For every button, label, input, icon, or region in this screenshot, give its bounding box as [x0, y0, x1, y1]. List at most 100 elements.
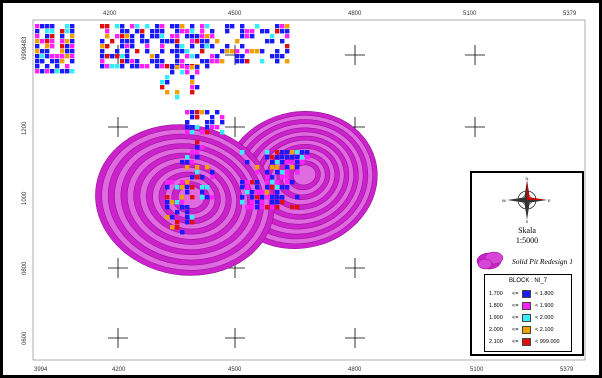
block-cell: [285, 155, 290, 160]
block-cell: [275, 49, 280, 54]
block-cell: [255, 165, 260, 170]
block-cell: [265, 185, 270, 190]
block-cell: [170, 65, 175, 70]
block-cell: [190, 150, 195, 155]
block-cell: [185, 70, 190, 75]
grid-cross: [108, 258, 128, 278]
grid-cross: [225, 328, 245, 348]
block-cell: [275, 59, 280, 64]
block-cell: [120, 24, 125, 29]
block-cell: [205, 24, 210, 29]
block-cell: [185, 29, 190, 34]
block-cell: [160, 64, 165, 69]
block-cell: [100, 49, 105, 54]
block-legend-swatch: [522, 326, 531, 334]
block-cell: [280, 150, 285, 155]
block-cell: [120, 54, 125, 59]
block-cell: [125, 54, 130, 59]
block-cell: [190, 125, 195, 130]
block-cell: [60, 29, 65, 34]
block-cell: [245, 29, 250, 34]
block-cell: [195, 125, 200, 130]
block-cell: [195, 175, 200, 180]
block-cell: [195, 85, 200, 90]
block-cell: [120, 34, 125, 39]
block-cell: [270, 195, 275, 200]
block-cell: [70, 69, 75, 74]
block-cell: [285, 180, 290, 185]
block-cell: [125, 34, 130, 39]
block-cell: [225, 29, 230, 34]
block-cell: [250, 200, 255, 205]
tick-top-4200: 4200: [103, 11, 117, 17]
solid-pit-redesign-1: [95, 111, 378, 276]
block-cell: [285, 170, 290, 175]
block-cell: [65, 24, 70, 29]
block-cell: [65, 64, 70, 69]
block-cell: [270, 155, 275, 160]
block-cell: [50, 54, 55, 59]
block-cell: [275, 29, 280, 34]
block-cell: [120, 59, 125, 64]
block-cell: [45, 39, 50, 44]
block-cell: [195, 170, 200, 175]
block-cell: [205, 125, 210, 130]
block-cell: [40, 49, 45, 54]
tick-bottom-3994: 3994: [34, 367, 48, 373]
block-cell: [35, 54, 40, 59]
block-cell: [165, 195, 170, 200]
block-cell: [250, 180, 255, 185]
block-cell: [295, 170, 300, 175]
block-cell: [170, 39, 175, 44]
block-cell: [210, 34, 215, 39]
block-cell: [35, 44, 40, 49]
block-cell: [205, 130, 210, 135]
block-cell: [185, 155, 190, 160]
block-cell: [120, 39, 125, 44]
block-cell: [140, 64, 145, 69]
block-cell: [180, 195, 185, 200]
block-cell: [60, 49, 65, 54]
block-cell: [50, 69, 55, 74]
block-cell: [210, 44, 215, 49]
block-cell: [145, 44, 150, 49]
block-cell: [270, 200, 275, 205]
bottom-axis: 3994 4200 4500 4800 5100 5379: [34, 367, 574, 373]
block-legend-low: 1.800: [489, 303, 503, 309]
block-cell: [200, 24, 205, 29]
block-cell: [60, 39, 65, 44]
block-cell: [190, 115, 195, 120]
block-cell: [290, 165, 295, 170]
block-cell: [190, 24, 195, 29]
grid-cross: [345, 45, 365, 65]
block-legend-low: 1.700: [489, 291, 503, 297]
compass-rose-icon: N S W E: [502, 177, 551, 223]
block-cell: [50, 44, 55, 49]
block-cell: [35, 59, 40, 64]
block-cell: [210, 175, 215, 180]
block-cell: [185, 65, 190, 70]
block-cell: [280, 29, 285, 34]
block-cell: [110, 39, 115, 44]
grid-cross: [108, 117, 128, 137]
block-cell: [180, 29, 185, 34]
block-cell: [285, 44, 290, 49]
svg-text:E: E: [548, 198, 551, 203]
block-cell: [255, 190, 260, 195]
block-cell: [210, 195, 215, 200]
block-cell: [70, 39, 75, 44]
block-cell: [125, 59, 130, 64]
block-cell: [105, 64, 110, 69]
block-cell: [200, 130, 205, 135]
grid-cross: [108, 328, 128, 348]
block-cell: [100, 39, 105, 44]
block-cell: [170, 70, 175, 75]
block-cell: [195, 150, 200, 155]
block-cell: [60, 69, 65, 74]
block-cell: [240, 200, 245, 205]
block-cell: [180, 64, 185, 69]
block-cell: [185, 34, 190, 39]
block-cell: [185, 130, 190, 135]
block-cell: [125, 44, 130, 49]
block-cell: [200, 110, 205, 115]
